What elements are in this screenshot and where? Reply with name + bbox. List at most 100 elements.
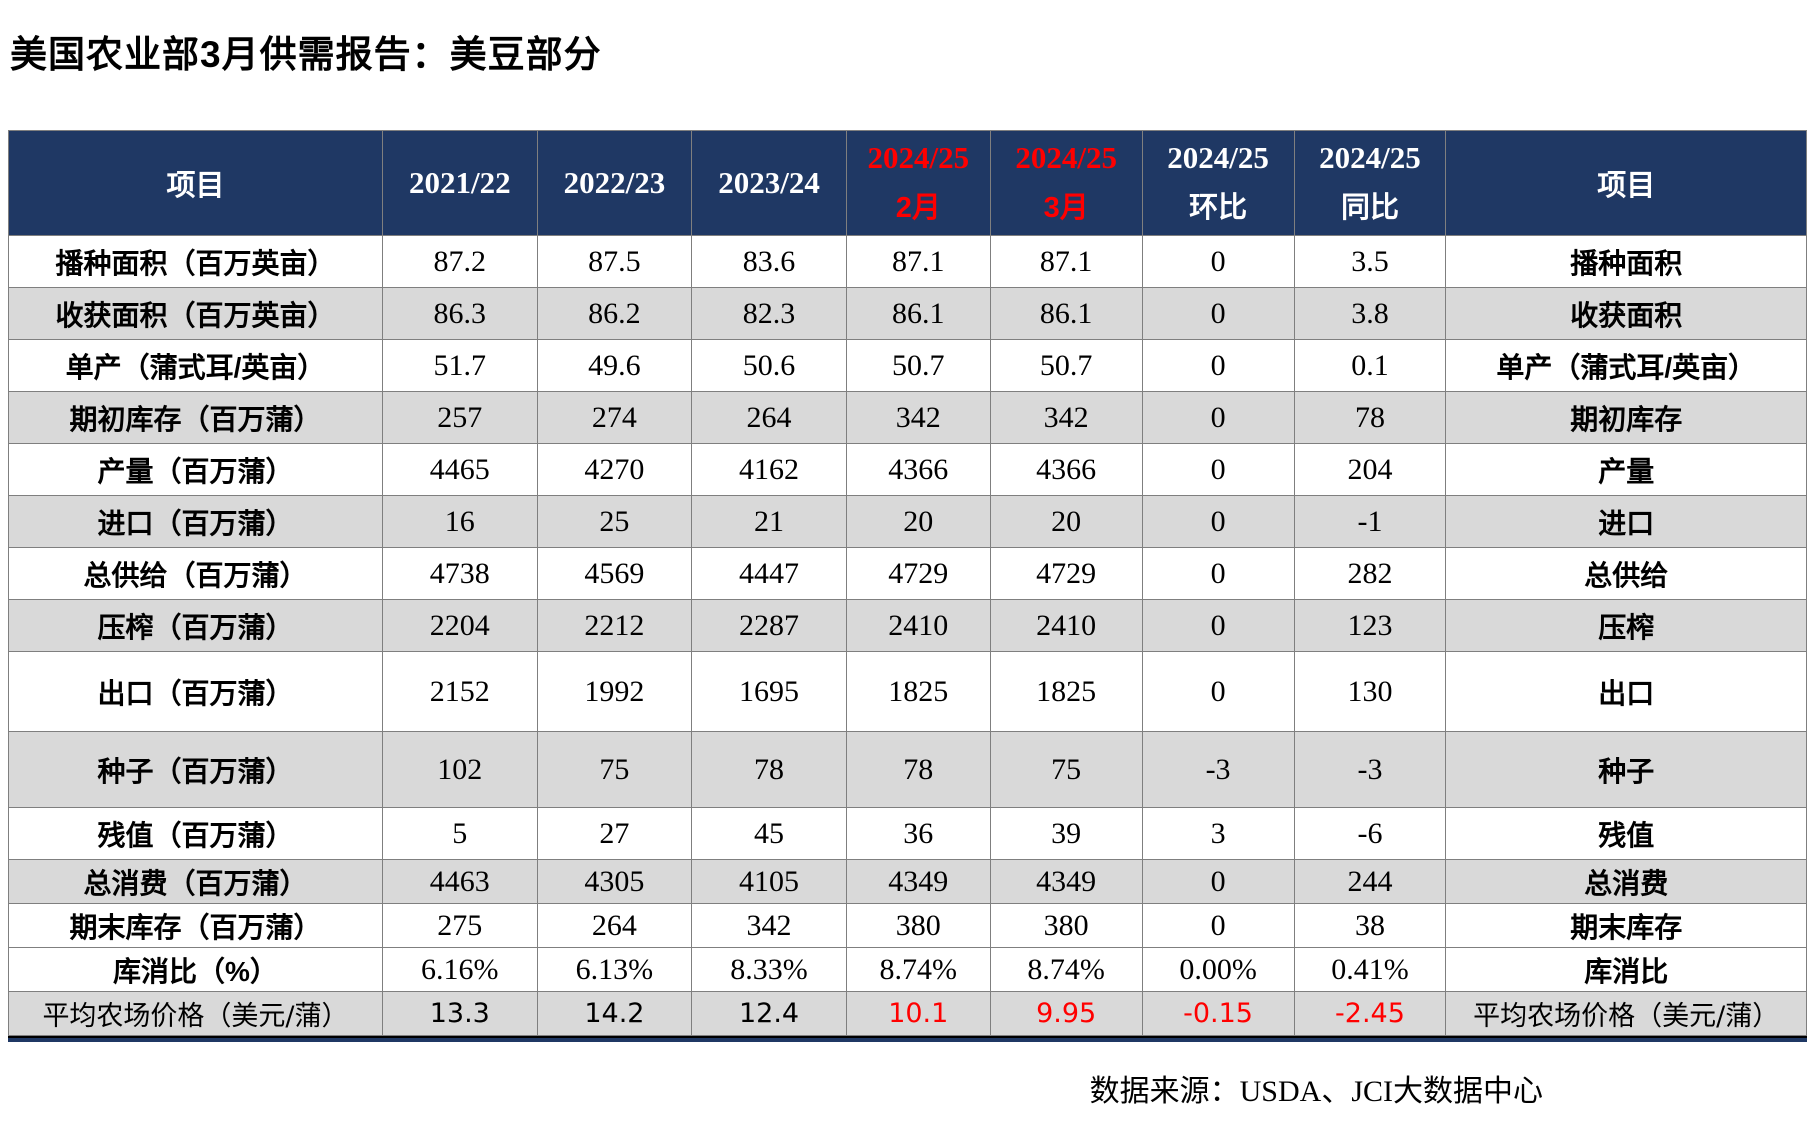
value-cell: 82.3 (691, 287, 847, 340)
value-cell: 1825 (845, 651, 991, 732)
value-cell: 78 (845, 731, 991, 808)
value-cell: 264 (536, 903, 693, 948)
table-row-total-use: 总消费（百万蒲） 4463 4305 4105 4349 4349 0 244 总消费 (8, 859, 1807, 904)
value-cell: 87.5 (536, 235, 693, 288)
value-cell: 8.74% (845, 947, 991, 992)
value-cell: 4465 (381, 443, 538, 496)
value-cell: 4729 (989, 547, 1143, 600)
value-cell: 102 (381, 731, 538, 808)
header-label: 2024/25 (1319, 140, 1421, 175)
value-cell: 75 (989, 731, 1143, 808)
header-label: 2021/22 (408, 165, 511, 200)
item-cell-right: 总供给 (1445, 547, 1807, 600)
value-cell: 0 (1141, 903, 1295, 948)
value-cell: 21 (691, 495, 847, 548)
value-cell: 27 (536, 807, 693, 860)
value-cell: 45 (691, 807, 847, 860)
value-cell: 10.1 (845, 991, 991, 1036)
value-cell: 0.1 (1293, 339, 1447, 392)
item-cell-right: 单产（蒲式耳/英亩） (1445, 339, 1807, 392)
item-cell-left: 总供给（百万蒲） (8, 547, 383, 600)
item-cell-left: 播种面积（百万英亩） (8, 235, 383, 288)
value-cell: 86.1 (845, 287, 991, 340)
table-row-planted-area: 播种面积（百万英亩） 87.2 87.5 83.6 87.1 87.1 0 3.5 播种面积 (8, 235, 1807, 288)
value-cell: 130 (1293, 651, 1447, 732)
value-cell: 13.3 (381, 991, 538, 1036)
data-source: 数据来源：USDA、JCI大数据中心 (1089, 1075, 1543, 1108)
column-header-item-right: 项目 (1445, 130, 1807, 236)
table-row-exports: 出口（百万蒲） 2152 1992 1695 1825 1825 0 130 出口 (8, 651, 1807, 732)
item-cell-left: 进口（百万蒲） (8, 495, 383, 548)
value-cell: 4366 (989, 443, 1143, 496)
value-cell: 4270 (536, 443, 693, 496)
value-cell: 0 (1141, 599, 1295, 652)
value-cell: 50.7 (989, 339, 1143, 392)
value-cell: 0 (1141, 547, 1295, 600)
column-header-2022-23: 2022/23 (536, 130, 693, 236)
column-header-2024-25-yoy: 2024/25 同比 (1293, 130, 1447, 236)
column-header-2024-25-feb: 2024/25 2月 (845, 130, 991, 236)
item-cell-left: 平均农场价格（美元/蒲） (8, 991, 383, 1036)
value-cell: 25 (536, 495, 693, 548)
table-row-imports: 进口（百万蒲） 16 25 21 20 20 0 -1 进口 (8, 495, 1807, 548)
item-cell-right: 库消比 (1445, 947, 1807, 992)
value-cell: 2152 (381, 651, 538, 732)
item-cell-left: 期初库存（百万蒲） (8, 391, 383, 444)
value-cell: 4105 (691, 859, 847, 904)
value-cell: 0.41% (1293, 947, 1447, 992)
header-row: 项目 2021/22 2022/23 2023/24 2024/25 2月 2024/25 3… (8, 130, 1807, 236)
table-row-seed: 种子（百万蒲） 102 75 78 78 75 -3 -3 种子 (8, 731, 1807, 808)
value-cell: 0 (1141, 339, 1295, 392)
value-cell: 83.6 (691, 235, 847, 288)
value-cell: 342 (691, 903, 847, 948)
value-cell: 16 (381, 495, 538, 548)
value-cell: 2410 (845, 599, 991, 652)
value-cell: 1825 (989, 651, 1143, 732)
value-cell: 51.7 (381, 339, 538, 392)
table-header: 项目 2021/22 2022/23 2023/24 2024/25 2月 2024/25 3… (8, 130, 1807, 236)
value-cell: 380 (989, 903, 1143, 948)
value-cell: 12.4 (691, 991, 847, 1036)
value-cell: 87.1 (845, 235, 991, 288)
header-label: 项目 (166, 170, 225, 202)
value-cell: 86.1 (989, 287, 1143, 340)
value-cell: 0 (1141, 391, 1295, 444)
value-cell: 78 (1293, 391, 1447, 444)
value-cell: 36 (845, 807, 991, 860)
header-label: 2024/25 (867, 140, 970, 175)
item-cell-right: 产量 (1445, 443, 1807, 496)
column-header-2023-24: 2023/24 (691, 130, 847, 236)
value-cell: -1 (1293, 495, 1447, 548)
value-cell: 4447 (691, 547, 847, 600)
value-cell: 0 (1141, 651, 1295, 732)
value-cell: 20 (845, 495, 991, 548)
item-cell-left: 残值（百万蒲） (8, 807, 383, 860)
value-cell: 274 (536, 391, 693, 444)
header-sublabel: 2月 (895, 192, 941, 224)
header-label: 项目 (1597, 170, 1656, 202)
value-cell: 78 (691, 731, 847, 808)
item-cell-right: 播种面积 (1445, 235, 1807, 288)
value-cell: 4349 (845, 859, 991, 904)
value-cell: 6.13% (536, 947, 693, 992)
table-row-production: 产量（百万蒲） 4465 4270 4162 4366 4366 0 204 产量 (8, 443, 1807, 496)
header-label: 2024/25 (1167, 140, 1269, 175)
column-header-item-left: 项目 (8, 130, 383, 236)
value-cell: 2410 (989, 599, 1143, 652)
item-cell-left: 单产（蒲式耳/英亩） (8, 339, 383, 392)
value-cell: 123 (1293, 599, 1447, 652)
item-cell-right: 平均农场价格（美元/蒲） (1445, 991, 1807, 1036)
value-cell: 1992 (536, 651, 693, 732)
value-cell: 86.2 (536, 287, 693, 340)
table-row-harvested-area: 收获面积（百万英亩） 86.3 86.2 82.3 86.1 86.1 0 3.8 收获面积 (8, 287, 1807, 340)
value-cell: 8.74% (989, 947, 1143, 992)
value-cell: 0 (1141, 443, 1295, 496)
value-cell: 2287 (691, 599, 847, 652)
value-cell: 2204 (381, 599, 538, 652)
table-row-ending-stocks: 期末库存（百万蒲） 275 264 342 380 380 0 38 期末库存 (8, 903, 1807, 948)
item-cell-left: 总消费（百万蒲） (8, 859, 383, 904)
value-cell: 38 (1293, 903, 1447, 948)
value-cell: -3 (1293, 731, 1447, 808)
value-cell: 8.33% (691, 947, 847, 992)
